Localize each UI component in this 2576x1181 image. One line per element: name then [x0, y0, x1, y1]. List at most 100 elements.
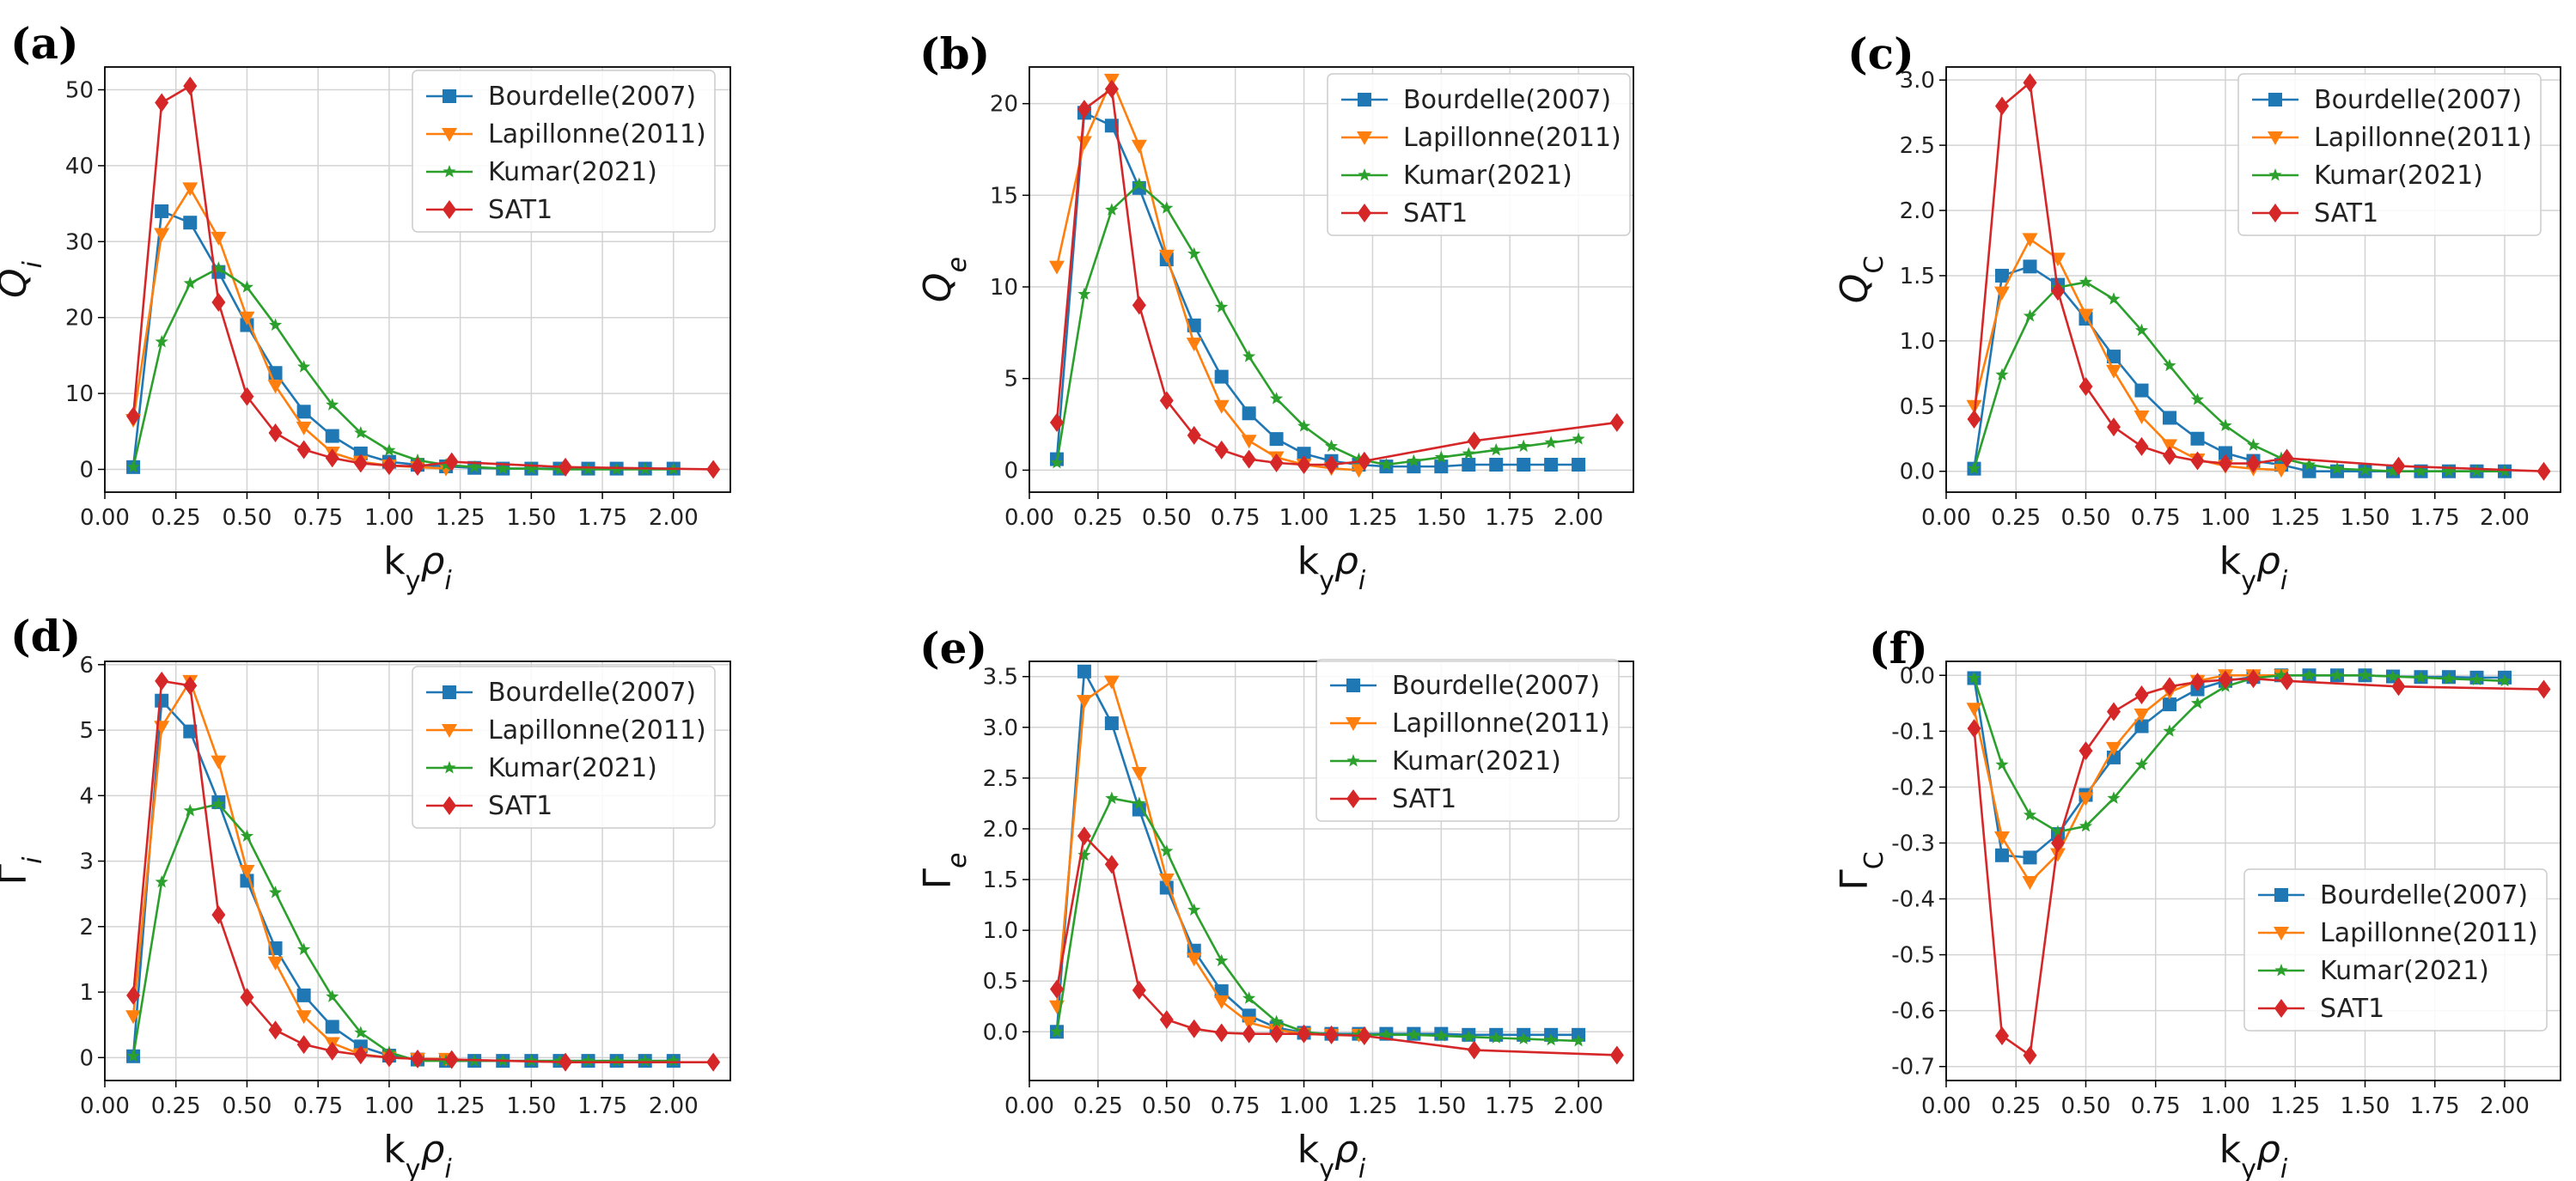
data-point: [211, 755, 227, 770]
data-point: [1324, 1025, 1339, 1044]
series-line: [1973, 673, 2506, 833]
data-point: [2163, 446, 2176, 466]
x-tick-label: 1.25: [1347, 505, 1397, 531]
legend-box: [2237, 73, 2542, 236]
series-kumar-2021-: [1967, 275, 2512, 478]
y-tick-label: 0.5: [1900, 394, 1935, 420]
data-point: [2023, 73, 2037, 93]
legend-marker: [1358, 204, 1371, 222]
data-point: [183, 76, 198, 96]
data-point: [126, 985, 141, 1005]
data-point: [1357, 1026, 1371, 1046]
data-point: [1572, 1033, 1585, 1047]
data-point: [2023, 807, 2037, 821]
data-point: [126, 460, 140, 473]
data-point: [1242, 1024, 1256, 1044]
data-point: [1048, 260, 1065, 275]
data-point: [1269, 1024, 1284, 1044]
x-axis-label: kyρi: [383, 1128, 452, 1181]
series-sat1: [126, 76, 721, 479]
data-point: [183, 724, 198, 739]
x-tick-label: 1.25: [436, 505, 485, 531]
x-tick-label: 1.00: [1279, 505, 1329, 531]
data-point: [2079, 819, 2093, 832]
data-point: [1967, 461, 1981, 475]
data-point: [183, 276, 197, 289]
y-tick-label: 20: [990, 92, 1018, 118]
data-point: [2536, 461, 2551, 481]
panel-label: (a): [10, 18, 79, 69]
x-tick-label: 0.00: [1921, 1093, 1971, 1119]
x-tick-label: 0.25: [1073, 505, 1123, 531]
data-point: [2134, 719, 2149, 734]
legend-label: Kumar(2021): [488, 753, 657, 783]
x-tick-label: 1.00: [364, 1093, 414, 1119]
x-axis-label: kyρi: [383, 539, 452, 596]
data-point: [1159, 391, 1174, 411]
data-point: [240, 387, 254, 406]
y-tick-label: 15: [990, 183, 1018, 209]
y-tick-label: 50: [65, 78, 94, 104]
data-point: [1297, 1024, 1311, 1044]
legend-label: Lapillonne(2011): [1392, 709, 1610, 739]
y-tick-label: 40: [65, 154, 94, 180]
panel-label: (e): [919, 623, 987, 673]
data-point: [1462, 447, 1475, 460]
data-point: [240, 280, 254, 293]
data-point: [155, 204, 169, 218]
data-point: [155, 93, 169, 113]
data-point: [444, 452, 459, 472]
data-point: [1050, 455, 1064, 469]
data-point: [1489, 457, 1504, 472]
legend-marker: [443, 200, 456, 219]
data-point: [2219, 670, 2232, 690]
data-point: [296, 988, 311, 1002]
legend-marker: [2268, 168, 2282, 181]
data-point: [444, 1050, 459, 1069]
series-sat1: [1049, 79, 1624, 474]
x-tick-label: 0.00: [1004, 505, 1054, 531]
x-tick-label: 0.25: [1991, 1093, 2041, 1119]
series-kumar-2021-: [1050, 791, 1585, 1047]
y-tick-label: -0.3: [1891, 831, 1935, 856]
y-tick-label: -0.5: [1891, 943, 1935, 969]
series-sat1: [1967, 669, 2551, 1065]
data-point: [559, 457, 573, 477]
x-tick-label: 1.25: [2270, 1093, 2320, 1119]
data-point: [2246, 454, 2261, 473]
y-axis-label: Qi: [0, 260, 48, 298]
data-point: [1132, 177, 1146, 191]
data-point: [155, 693, 169, 708]
data-point: [1517, 457, 1531, 472]
series-sat1: [1049, 826, 1624, 1065]
legend-label: Bourdelle(2007): [488, 82, 696, 112]
x-tick-label: 1.75: [2410, 505, 2460, 531]
data-point: [2022, 233, 2038, 247]
data-point: [1357, 451, 1371, 471]
data-point: [1132, 295, 1146, 315]
x-tick-label: 2.00: [1554, 505, 1603, 531]
data-point: [2134, 685, 2149, 705]
legend-label: SAT1: [488, 791, 552, 821]
data-point: [183, 803, 197, 817]
y-tick-label: 0: [79, 1045, 94, 1071]
y-tick-label: 0.0: [983, 1020, 1018, 1045]
legend-marker: [443, 165, 456, 178]
data-point: [2190, 451, 2205, 471]
data-point: [1407, 1027, 1420, 1041]
x-tick-label: 0.25: [151, 1093, 201, 1119]
data-point: [2079, 741, 2093, 761]
legend-marker: [1346, 754, 1360, 767]
x-tick-label: 1.50: [506, 505, 556, 531]
data-point: [297, 942, 311, 955]
legend-marker: [1357, 131, 1372, 145]
x-tick-label: 1.50: [506, 1093, 556, 1119]
x-tick-label: 0.00: [1004, 1093, 1054, 1119]
data-point: [1214, 1023, 1229, 1043]
data-point: [182, 182, 198, 197]
data-point: [325, 1041, 339, 1061]
data-point: [2302, 464, 2317, 478]
y-tick-label: 30: [65, 229, 94, 255]
x-tick-label: 0.25: [1073, 1093, 1123, 1119]
